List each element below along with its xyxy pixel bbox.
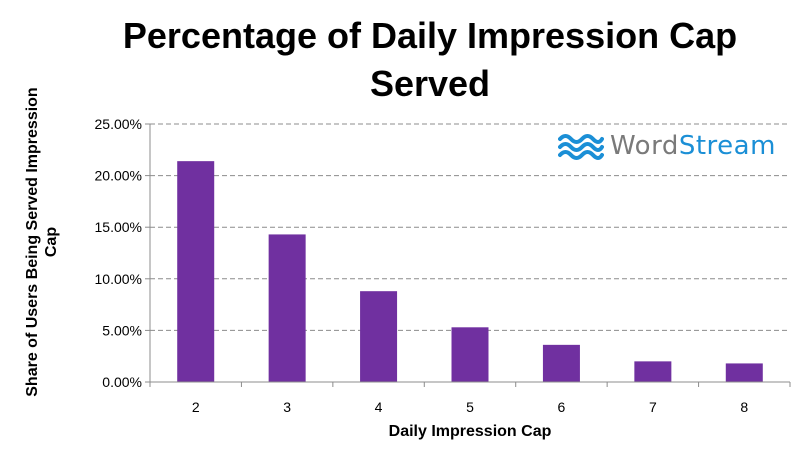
bar [451,327,489,382]
bar [268,234,306,382]
y-tick-label: 0.00% [102,374,142,390]
chart-title: Percentage of Daily Impression Cap Serve… [122,15,738,104]
x-tick-label: 7 [649,399,657,415]
x-tick-label: 6 [558,399,566,415]
wave-icon [558,134,604,160]
logo-word: Word [610,131,679,161]
bar [725,363,763,382]
x-tick-label: 3 [283,399,291,415]
bars [177,161,763,382]
bar [542,344,580,382]
bar [177,161,215,382]
wordstream-logo: WordStream [558,130,776,162]
x-tick-label: 4 [375,399,383,415]
y-tick-labels: 0.00% 5.00% 10.00% 15.00% 20.00% 25.00% [95,116,142,390]
x-axis-label: Daily Impression Cap [388,423,552,440]
gridlines [150,123,790,331]
x-tick-label: 8 [740,399,748,415]
logo-stream: Stream [678,131,776,161]
y-tick-label: 25.00% [95,116,142,132]
logo-text: WordStream [610,131,776,161]
y-tick-label: 5.00% [102,322,142,338]
y-tick-label: 20.00% [95,168,142,184]
x-tick-label: 5 [466,399,474,415]
x-tick-label: 2 [192,399,200,415]
axes [145,123,791,387]
y-tick-label: 10.00% [95,271,142,287]
bar [634,361,672,382]
x-tick-labels: 2 3 4 5 6 7 8 [192,399,749,415]
y-tick-label: 15.00% [95,219,142,235]
bar [360,291,398,382]
